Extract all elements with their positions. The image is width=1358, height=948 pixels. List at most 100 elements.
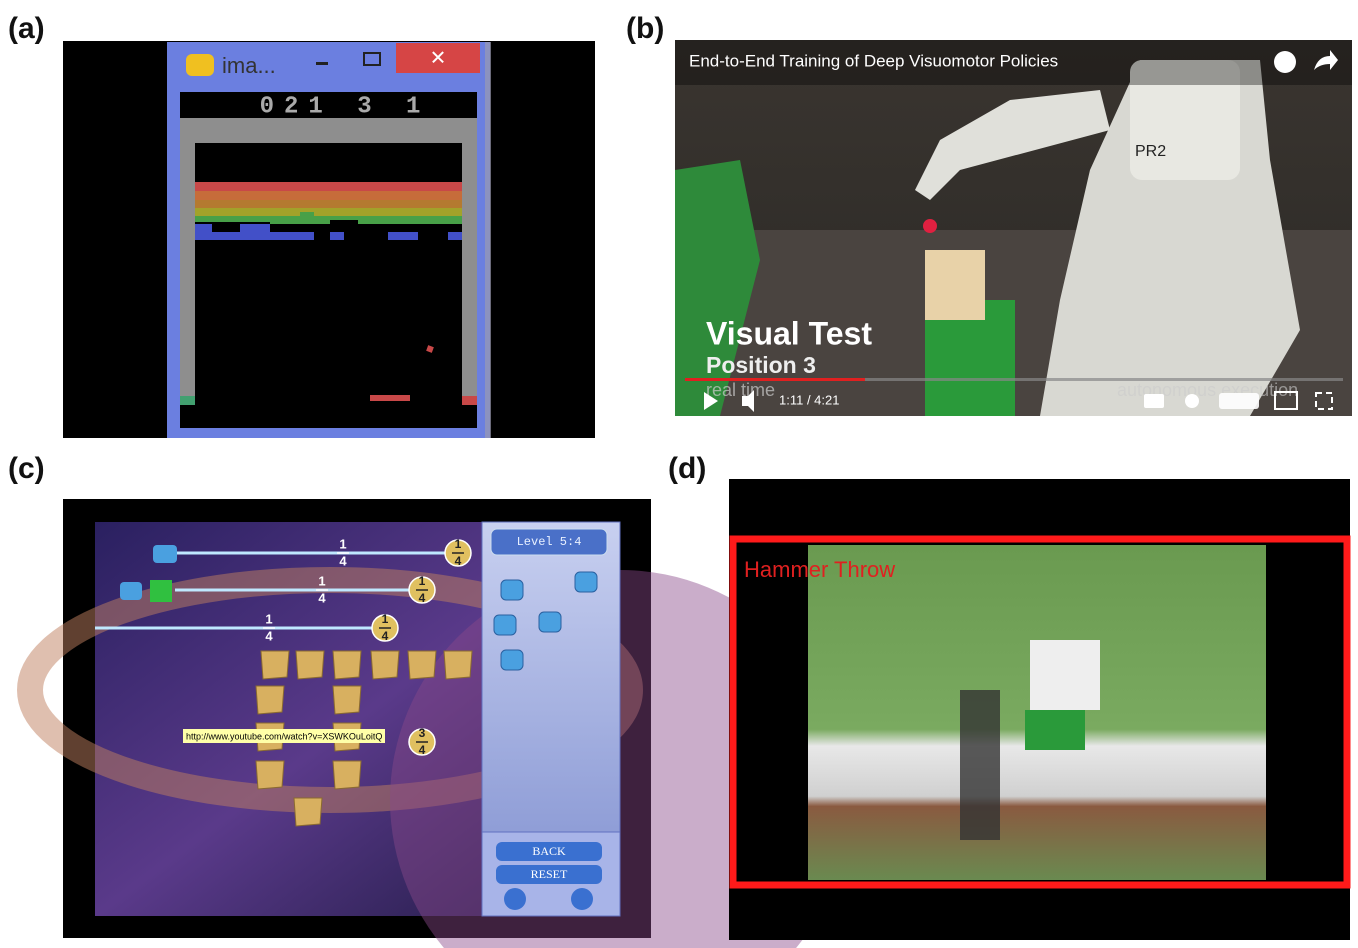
title-bar [675, 40, 1352, 85]
score: 021 3 1 [260, 93, 431, 120]
denominator: 4 [339, 553, 347, 568]
game-screen [180, 92, 477, 428]
panel-label: (c) [8, 452, 45, 485]
shape-box [925, 250, 985, 320]
right-wall [462, 143, 477, 405]
piece [295, 650, 325, 680]
numerator: 1 [419, 574, 426, 588]
robot-head [1130, 60, 1240, 180]
piece [370, 650, 400, 680]
splitter [150, 580, 172, 602]
action-label: Hammer Throw [744, 557, 895, 582]
panel-d: Hammer Throw [729, 479, 1351, 940]
progress-track[interactable] [685, 378, 1343, 381]
cast-button[interactable] [1274, 391, 1298, 410]
numerator: 1 [339, 536, 346, 551]
numerator: 1 [318, 573, 325, 588]
pipe-piece [574, 571, 598, 593]
pipe-piece [538, 611, 562, 633]
brick-row [195, 224, 462, 240]
progress-played [685, 378, 865, 381]
denominator: 4 [265, 628, 273, 643]
wall-base [462, 396, 477, 405]
brick-row [195, 212, 462, 224]
green-cloth [675, 160, 760, 416]
url: http://www.youtube.com/watch?v=XSWKOuLoi… [186, 731, 382, 741]
settings-button[interactable] [571, 888, 593, 910]
cc-button[interactable] [1144, 394, 1164, 408]
piece [443, 650, 473, 680]
numerator: 1 [382, 612, 389, 626]
close-button[interactable] [396, 43, 480, 73]
window-edge [485, 42, 491, 438]
watch-later-icon[interactable] [1274, 51, 1296, 73]
numerator: 3 [419, 726, 426, 740]
planet-ring [17, 567, 643, 813]
brick-row [195, 182, 462, 191]
athlete [1030, 640, 1100, 710]
piece [332, 760, 362, 790]
level: Level 5:4 [517, 535, 582, 549]
window-title: ima... [222, 53, 276, 78]
panel-b: PR2 End-to-End Training of Deep Visuomot… [675, 40, 1352, 416]
piece [255, 760, 285, 790]
pipe-piece [500, 649, 524, 671]
piece [293, 797, 323, 827]
time: 1:11 / 4:21 [779, 392, 839, 407]
close-icon: ✕ [430, 47, 447, 69]
back-button[interactable] [496, 842, 602, 861]
button-label: RESET [531, 867, 568, 881]
emitter [120, 582, 142, 600]
numerator: 1 [265, 611, 272, 626]
panel-label: (d) [668, 452, 706, 485]
top-wall [180, 118, 477, 143]
denominator: 4 [419, 743, 426, 757]
minimize-icon [316, 62, 328, 65]
video-title: End-to-End Training of Deep Visuomotor P… [689, 51, 1058, 70]
held-object [923, 219, 937, 233]
panel-label: (b) [626, 12, 664, 45]
tooltip [183, 729, 385, 743]
denominator: 4 [382, 629, 389, 643]
camera-rig [960, 690, 1000, 840]
reset-button[interactable] [496, 865, 602, 884]
denominator: 4 [318, 590, 326, 605]
denominator: 4 [455, 554, 462, 568]
piece [332, 650, 362, 680]
athlete [1025, 710, 1085, 750]
emitter [153, 545, 177, 563]
note: real time [706, 380, 775, 400]
piece [332, 685, 362, 715]
brick-row [195, 208, 462, 216]
pipe-piece [500, 579, 524, 601]
fullscreen-button[interactable] [1315, 392, 1333, 410]
robot-label: PR2 [1135, 143, 1166, 160]
detection-box [729, 535, 1351, 889]
brick-row [195, 191, 462, 200]
left-wall [180, 143, 195, 405]
paddle [370, 395, 410, 401]
numerator: 1 [455, 537, 462, 551]
share-icon[interactable] [1314, 50, 1338, 70]
pipe-piece [493, 614, 517, 636]
ball [426, 345, 434, 353]
piece [255, 685, 285, 715]
youtube-logo[interactable] [1219, 393, 1259, 409]
wall-base [180, 396, 195, 405]
maximize-icon [363, 52, 381, 66]
caption-title: Visual Test [706, 315, 872, 351]
brick-row [195, 200, 462, 208]
settings-button[interactable] [1185, 394, 1199, 408]
caption-subtitle: Position 3 [706, 352, 816, 378]
robot-arm [915, 90, 1110, 200]
level-box [490, 528, 608, 556]
panel-label: (a) [8, 12, 45, 45]
volume-button[interactable] [742, 390, 754, 412]
denominator: 4 [419, 591, 426, 605]
sound-button[interactable] [504, 888, 526, 910]
app-icon [186, 54, 214, 76]
piece [407, 650, 437, 680]
play-button[interactable] [704, 392, 718, 410]
